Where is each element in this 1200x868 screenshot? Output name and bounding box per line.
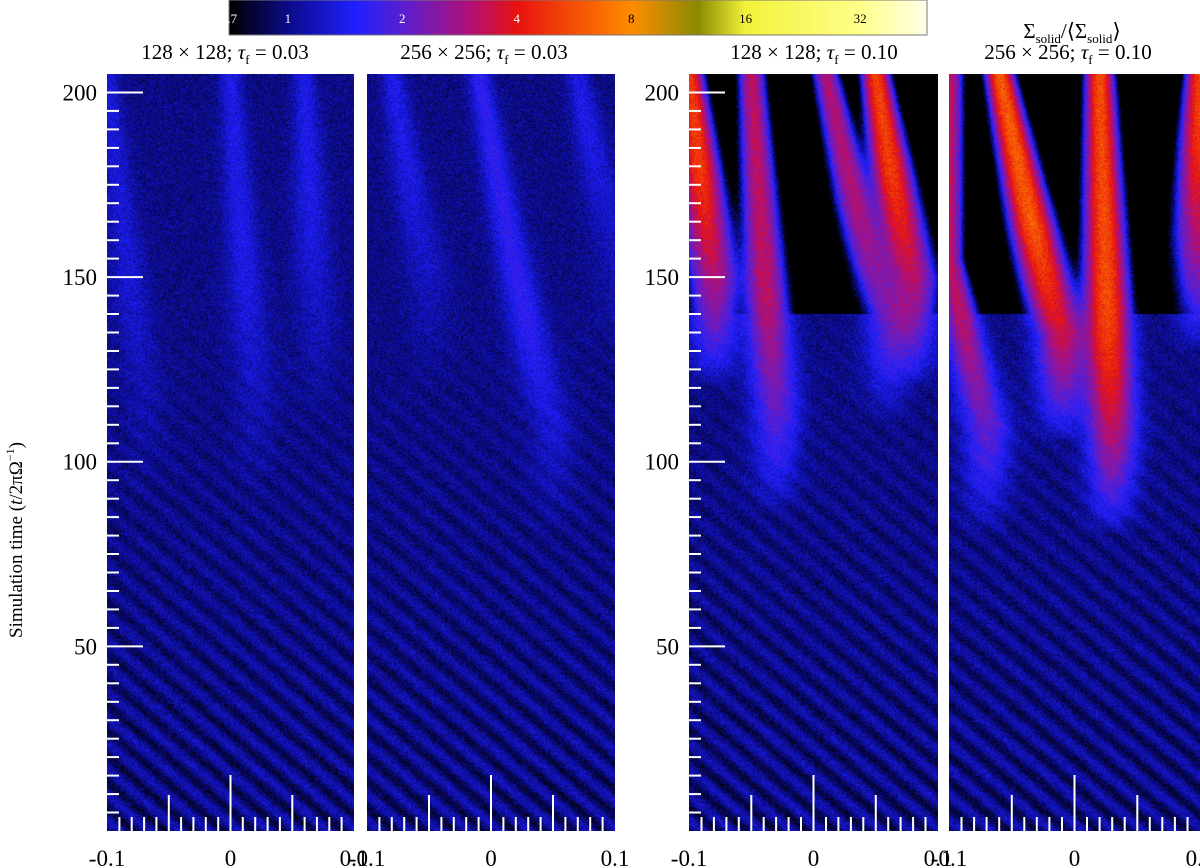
y-tick-label: 50 [656,634,679,659]
colorbar-tick-label: 4 [514,11,521,26]
heatmap-raster [689,74,938,831]
x-tick-label: -0.1 [671,846,707,868]
x-tick-label: -0.1 [89,846,125,868]
colorbar-tick-label: 0.7 [221,11,238,26]
x-tick-label: 0 [485,846,497,868]
colorbar-ticks: 0.7 1 2 4 8 16 32 [221,11,867,26]
y-tick-label: 200 [645,81,680,106]
y-tick-label: 200 [63,81,98,106]
colorbar-tick-label: 2 [399,11,406,26]
heatmap-raster [367,74,615,831]
y-tick-label: 100 [63,450,98,475]
colorbar: 0.7 1 2 4 8 16 32 [221,0,928,36]
x-tick-label: 0.1 [924,846,953,868]
panel-title: 256 × 256; τf = 0.10 [984,40,1151,67]
panel-256-tau003: 256 × 256; τf = 0.03 -0.1 0 0.1 [349,40,630,868]
y-tick-label: 50 [74,634,97,659]
y-tick-label: 150 [63,265,98,290]
panel-title: 256 × 256; τf = 0.03 [400,40,567,67]
y-tick-label: 100 [645,450,680,475]
x-tick-label: 0 [808,846,820,868]
panel-title: 128 × 128; τf = 0.03 [141,40,308,67]
x-tick-label: -0.1 [349,846,385,868]
heatmap-raster [107,74,354,831]
x-tick-label: 0.1 [1186,846,1200,868]
x-tick-label: -0.1 [931,846,967,868]
panel-256-tau010: 256 × 256; τf = 0.10 -0.1 0 0.1 [931,40,1200,868]
x-tick-label: 0 [225,846,237,868]
colorbar-gradient [229,0,927,35]
colorbar-tick-label: 32 [854,11,867,26]
panel-title: 128 × 128; τf = 0.10 [730,40,897,67]
colorbar-frame [228,0,928,36]
panel-128-tau003: 128 × 128; τf = 0.03 -0.1 0 0.1 50 100 150 200 [63,40,369,868]
heatmap-raster [949,74,1200,831]
y-tick-label: 150 [645,265,680,290]
colorbar-label: Σsolid/⟨Σsolid⟩ [1023,19,1120,46]
colorbar-tick-label: 8 [628,11,635,26]
x-tick-label: 0.1 [340,846,369,868]
colorbar-tick-label: 16 [739,11,753,26]
y-axis-label: Simulation time (t/2πΩ−1) [3,442,27,638]
x-tick-label: 0.1 [601,846,630,868]
panel-128-tau010: 128 × 128; τf = 0.10 -0.1 0 0.1 50 100 150 200 [645,40,953,868]
colorbar-tick-label: 1 [285,11,292,26]
x-tick-label: 0 [1069,846,1081,868]
